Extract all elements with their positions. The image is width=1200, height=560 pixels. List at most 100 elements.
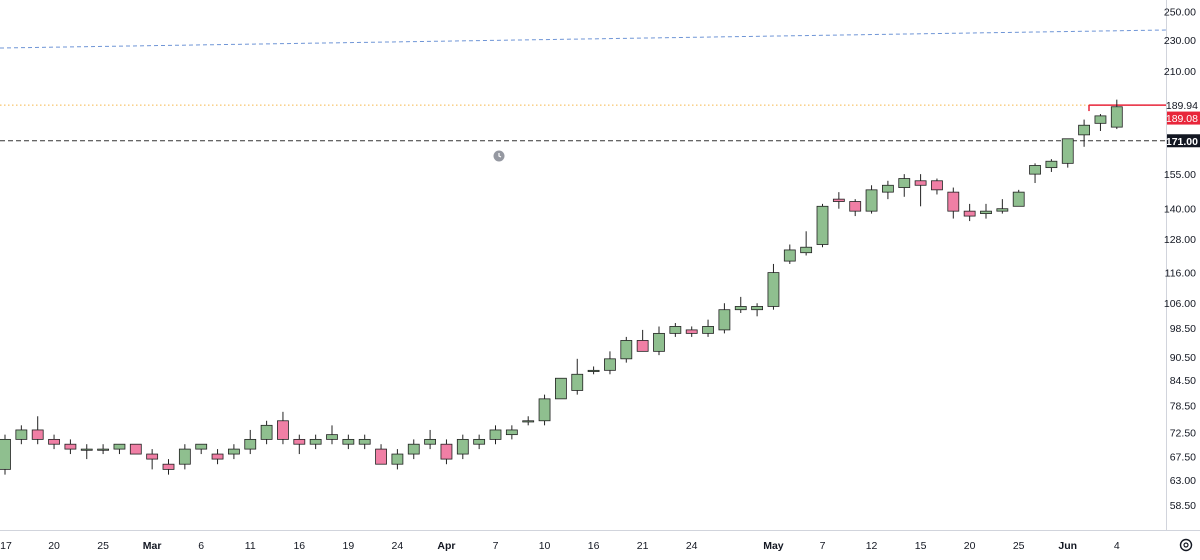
y-tick-label: 72.50 bbox=[1170, 427, 1196, 439]
candle-body-down bbox=[832, 198, 845, 202]
candle-body-up bbox=[195, 443, 208, 450]
x-tick-label: 6 bbox=[198, 540, 204, 552]
candle bbox=[64, 439, 77, 455]
x-tick-label: 25 bbox=[97, 540, 109, 552]
x-tick-label: 20 bbox=[964, 540, 976, 552]
candle-body-down bbox=[277, 420, 289, 440]
x-tick-label: Jun bbox=[1058, 540, 1077, 552]
candle-body-up bbox=[522, 420, 535, 423]
candle-body-up bbox=[342, 438, 355, 445]
candle bbox=[489, 425, 502, 445]
candle-body-up bbox=[326, 434, 338, 440]
settings-button[interactable] bbox=[1179, 538, 1193, 552]
candle bbox=[358, 434, 371, 450]
candle-body-down bbox=[947, 191, 960, 212]
axes bbox=[0, 0, 1200, 531]
y-tick-label: 63.00 bbox=[1170, 475, 1196, 487]
candle bbox=[80, 444, 93, 460]
candle bbox=[931, 178, 943, 195]
candle bbox=[816, 203, 829, 248]
candle bbox=[1029, 163, 1041, 184]
x-tick-label: 25 bbox=[1013, 540, 1025, 552]
candle bbox=[555, 377, 567, 400]
candle bbox=[685, 326, 698, 337]
x-tick-label: 17 bbox=[0, 540, 12, 552]
candle bbox=[178, 444, 191, 470]
candle-body-up bbox=[0, 438, 11, 470]
horizontal-lines bbox=[0, 29, 1167, 142]
x-tick-label: 21 bbox=[637, 540, 649, 552]
candle bbox=[538, 394, 551, 426]
candle-body-down bbox=[636, 340, 649, 352]
candle-body-up bbox=[113, 443, 126, 450]
candle bbox=[963, 203, 976, 222]
candle bbox=[129, 443, 142, 455]
y-tick-label: 250.00 bbox=[1164, 7, 1196, 19]
candle bbox=[1078, 119, 1090, 147]
candle bbox=[980, 203, 992, 219]
candle-body-up bbox=[489, 429, 502, 440]
candle-body-down bbox=[48, 438, 60, 445]
orange-price-tag: 189.94 bbox=[1166, 98, 1200, 112]
orange-price-tag-bg bbox=[1167, 98, 1200, 112]
candle bbox=[227, 444, 240, 460]
candle bbox=[604, 351, 616, 375]
candle bbox=[587, 366, 600, 375]
candle bbox=[211, 449, 224, 465]
candle-body-down bbox=[162, 463, 175, 470]
y-tick-label: 116.00 bbox=[1165, 268, 1196, 280]
candles bbox=[0, 99, 1123, 475]
candle-body-up bbox=[1045, 160, 1058, 169]
gear-icon[interactable] bbox=[1179, 538, 1193, 552]
candle-body-up bbox=[587, 369, 600, 372]
y-tick-label: 78.50 bbox=[1170, 400, 1196, 412]
candle-body-up bbox=[260, 424, 273, 440]
candle bbox=[669, 323, 682, 337]
red-price-tag-text: 189.08 bbox=[1166, 113, 1198, 125]
candle bbox=[1110, 99, 1123, 130]
candle-body-down bbox=[963, 210, 976, 217]
candle-body-up bbox=[1029, 165, 1041, 175]
x-tick-label: 10 bbox=[539, 540, 551, 552]
candle-body-down bbox=[31, 429, 44, 440]
candle-body-up bbox=[898, 178, 911, 188]
candle-body-down bbox=[440, 443, 453, 460]
candle-body-down bbox=[685, 329, 698, 334]
candle bbox=[0, 434, 11, 475]
candle-body-up bbox=[882, 184, 894, 193]
x-tick-label: 15 bbox=[915, 540, 927, 552]
candle bbox=[832, 192, 845, 209]
candle-body-up bbox=[604, 358, 616, 371]
candle bbox=[767, 263, 780, 310]
red-price-tag: 189.08 bbox=[1166, 111, 1200, 125]
candle bbox=[456, 434, 469, 460]
x-tick-label: 12 bbox=[866, 540, 878, 552]
y-tick-labels: 250.00 230.00 210.00 155.00 140.00 128.00 116.… bbox=[1164, 7, 1196, 512]
candle bbox=[97, 444, 109, 455]
candle bbox=[800, 231, 813, 256]
candle bbox=[1094, 114, 1107, 131]
candle-body-up bbox=[227, 448, 240, 455]
candle bbox=[473, 434, 486, 450]
candle bbox=[15, 425, 28, 445]
orange-price-tag-text: 189.94 bbox=[1166, 100, 1198, 112]
candle bbox=[375, 444, 387, 465]
candle bbox=[718, 303, 731, 334]
black-price-tag-bg bbox=[1167, 134, 1200, 148]
candle bbox=[996, 199, 1009, 214]
candle-body-down bbox=[211, 453, 224, 460]
candle-body-down bbox=[914, 180, 927, 186]
candle-body-down bbox=[849, 201, 862, 212]
candle bbox=[734, 296, 747, 313]
candle bbox=[407, 439, 420, 460]
candle-body-up bbox=[718, 309, 731, 331]
candle bbox=[653, 326, 665, 356]
x-tick-label: Apr bbox=[437, 540, 455, 552]
candle bbox=[1061, 138, 1074, 168]
candle bbox=[391, 449, 404, 470]
candle bbox=[882, 180, 894, 200]
candle bbox=[1012, 189, 1025, 207]
candle-body-down bbox=[293, 438, 306, 445]
